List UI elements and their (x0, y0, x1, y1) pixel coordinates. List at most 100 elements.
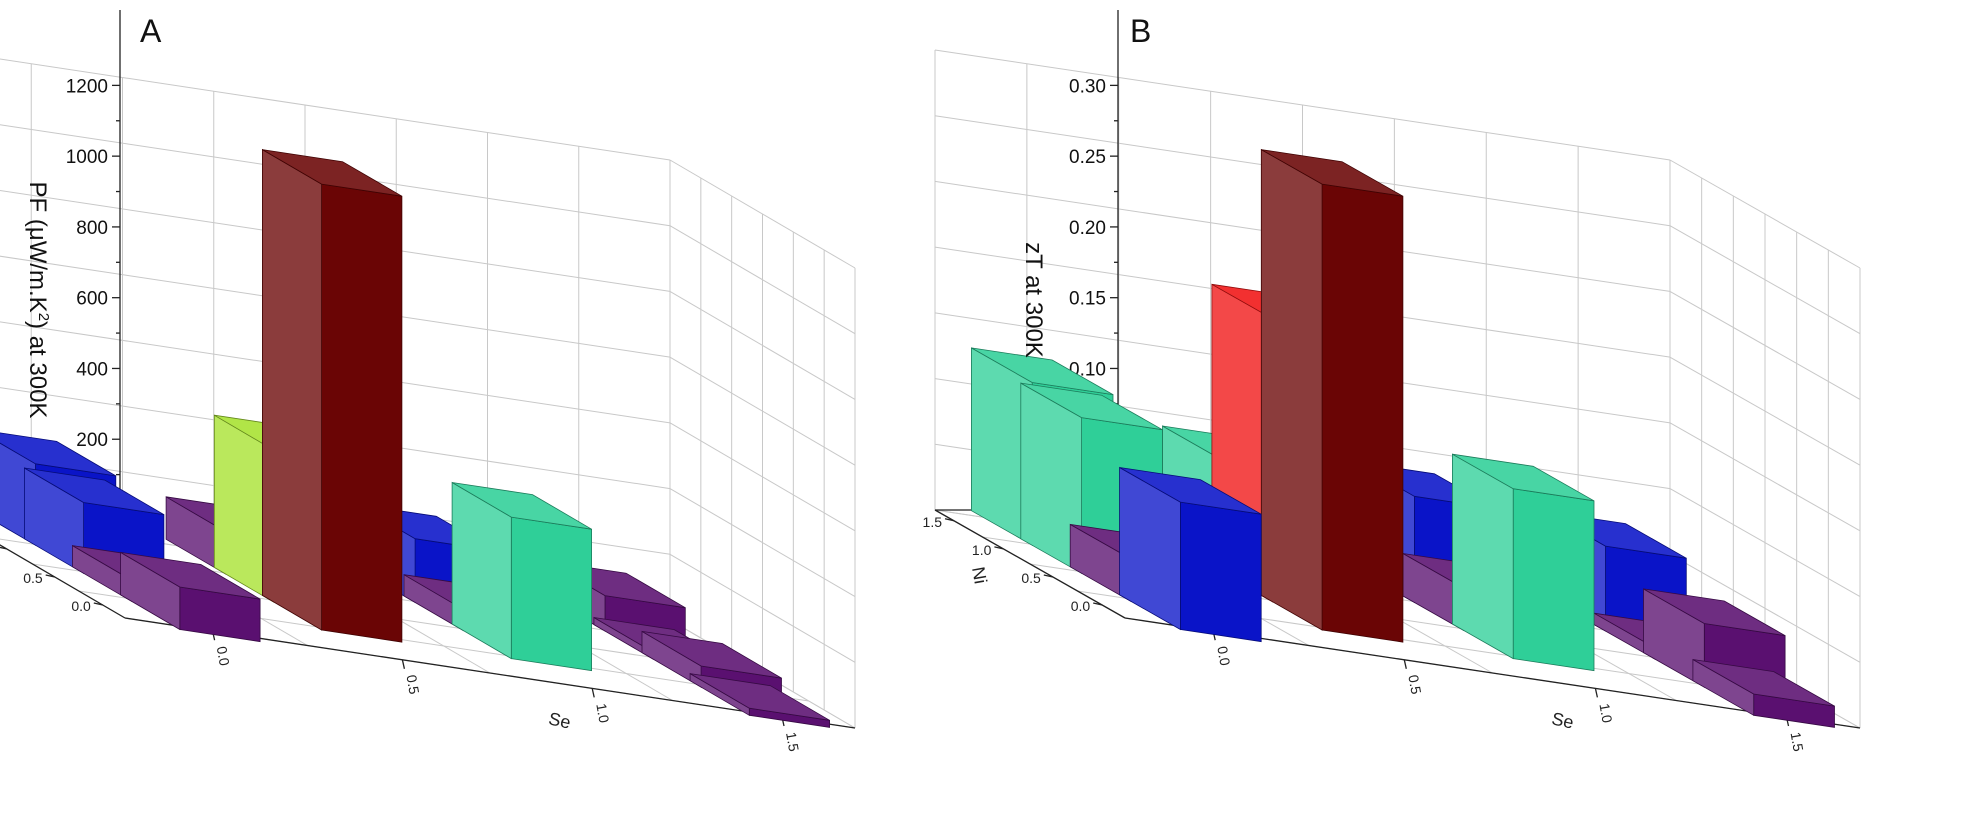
bar-front-face (510, 516, 592, 672)
side-wall-gridline (1669, 290, 1861, 400)
ni-axis-tick-label: 0.0 (71, 598, 91, 614)
side-wall-gridline (669, 422, 856, 532)
value-axis-title-sup: 2 (35, 313, 52, 321)
bar (120, 551, 261, 643)
side-wall-gridline (669, 356, 856, 466)
side-wall-gridline (669, 159, 856, 269)
se-axis-tick-label: 0.0 (1214, 645, 1233, 667)
bars (971, 148, 1835, 728)
side-wall-gridline (1669, 553, 1861, 663)
side-wall-gridline (669, 225, 856, 335)
ni-axis-tick-label: 0.5 (23, 570, 43, 586)
se-axis-tick-label: 1.0 (1596, 702, 1615, 724)
bar-top-face (120, 552, 261, 600)
bar-front-face (321, 183, 403, 643)
value-axis-title: zT at 300K (1020, 242, 1047, 358)
value-axis-tick-label: 1000 (66, 147, 108, 168)
value-axis-tick-label: 1200 (66, 76, 108, 97)
ni-axis-line (934, 509, 1126, 619)
se-axis-tick (1403, 659, 1407, 669)
bar-top-face (971, 347, 1114, 395)
back-wall-gridline (0, 58, 671, 161)
se-axis-tick (401, 659, 406, 669)
bar (689, 672, 830, 728)
se-axis-tick-label: 1.0 (593, 702, 612, 724)
panel-label: A (140, 13, 162, 49)
side-wall-gridline (1669, 356, 1861, 466)
panel-b: 0.000.050.100.150.200.250.300.00.51.01.5… (923, 10, 1861, 753)
bar-side-face (261, 148, 323, 631)
se-axis-tick-label: 0.5 (403, 674, 422, 696)
bar-top-face (641, 631, 782, 679)
value-axis-title: PF (μW/m.K2) at 300K (24, 182, 52, 419)
value-axis-title-tail: ) at 300K (24, 321, 51, 418)
bar-side-face (1260, 148, 1323, 631)
ni-axis-title: Ni (968, 565, 991, 585)
ni-axis-tick (1043, 574, 1053, 578)
ni-axis-tick (0, 546, 7, 550)
ni-axis-tick (93, 602, 103, 606)
ni-axis-tick-label: 1.0 (972, 542, 992, 558)
value-axis-tick-label: 0.25 (1069, 147, 1106, 168)
bar-top-face (1119, 467, 1262, 515)
bar (1119, 466, 1262, 643)
ni-axis-tick-label: 0.5 (1021, 570, 1041, 586)
panel-a: 0200400600800100012000.00.51.01.50.00.51… (0, 10, 856, 753)
side-wall-gridline (1669, 225, 1861, 335)
side-wall-gridline (669, 290, 856, 400)
bar-top-face (24, 467, 165, 515)
grid-walls (0, 58, 856, 729)
side-wall-gridline (669, 553, 856, 663)
value-axis-title-main: zT at 300K (1020, 242, 1047, 358)
bar (1692, 658, 1835, 728)
bar (1452, 453, 1595, 672)
ni-axis-tick (1093, 602, 1103, 606)
bar-top-face (1643, 588, 1786, 636)
side-wall-gridline (1669, 488, 1861, 598)
se-axis-tick (1594, 688, 1599, 698)
panel-label: B (1130, 13, 1151, 49)
bar-top-face (451, 482, 592, 530)
ni-axis-tick-label: 0.0 (1071, 598, 1091, 614)
value-axis-title-main: PF (μW/m.K (24, 182, 51, 313)
value-axis-tick-label: 800 (76, 218, 108, 239)
ni-axis-tick-label: 1.5 (923, 514, 943, 530)
side-wall-gridline (1669, 159, 1861, 269)
se-axis-tick (591, 688, 595, 698)
bar-side-face (1452, 453, 1514, 660)
side-wall-gridline (1669, 422, 1861, 532)
bar (451, 481, 592, 672)
value-axis-tick-label: 600 (76, 289, 108, 310)
bar-front-face (1180, 501, 1262, 643)
ni-axis-tick (45, 574, 55, 578)
back-wall-gridline (934, 49, 1671, 161)
bar-front-face (1512, 488, 1595, 672)
value-axis-tick-label: 200 (76, 430, 108, 451)
ni-axis-tick (994, 546, 1004, 550)
se-axis-tick-label: 1.5 (783, 731, 802, 753)
value-axis-tick-label: 0.20 (1069, 218, 1106, 239)
bar-top-face (689, 673, 830, 721)
bar-top-face (262, 149, 403, 197)
se-axis-tick-label: 0.0 (214, 645, 233, 667)
value-axis-tick-label: 0.15 (1069, 289, 1106, 310)
bar-top-face (1020, 382, 1163, 431)
bar-top-face (1692, 659, 1835, 707)
bar-front-face (1321, 183, 1404, 643)
side-wall-gridline (669, 488, 856, 598)
bar (261, 148, 403, 643)
bar-top-face (1261, 149, 1404, 197)
se-axis-tick-label: 1.5 (1788, 731, 1807, 753)
bars (0, 148, 830, 728)
bar-top-face (0, 432, 117, 477)
bar (1260, 148, 1404, 643)
se-axis-title: Se (1550, 709, 1576, 733)
value-axis-tick-label: 0.30 (1069, 76, 1106, 97)
se-axis-tick-label: 0.5 (1405, 674, 1424, 696)
ni-axis-tick (944, 518, 955, 522)
value-axis-tick-label: 400 (76, 359, 108, 380)
ni-axis-line (0, 544, 126, 619)
bar-top-face (1452, 453, 1595, 502)
